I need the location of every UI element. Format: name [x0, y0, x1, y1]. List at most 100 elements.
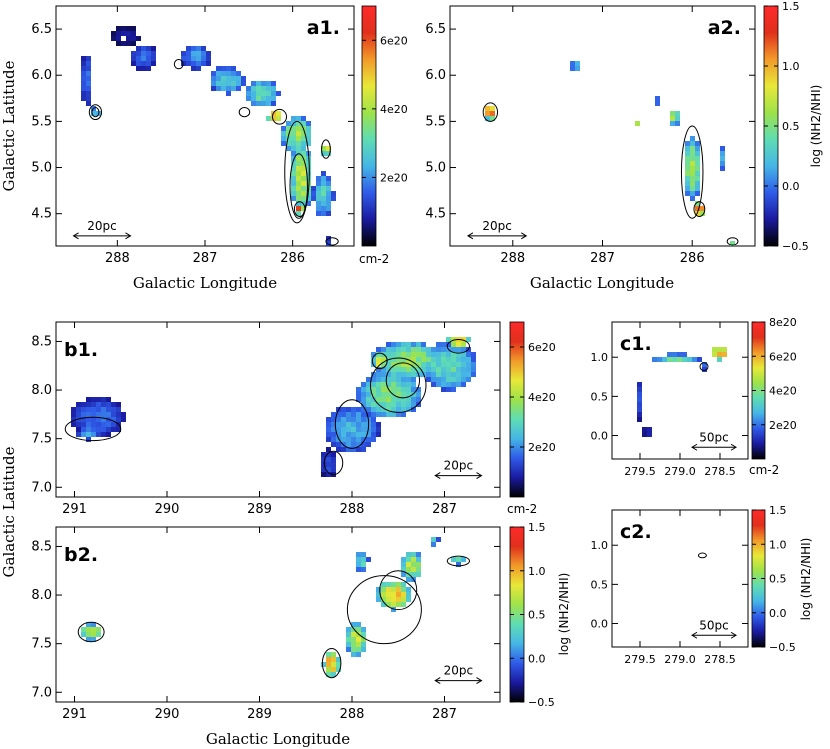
b1-heatmap-cell	[111, 412, 116, 417]
a1-heatmap-cell	[246, 86, 251, 91]
a1-heatmap-cell	[81, 56, 86, 61]
b2-xtick-label: 288	[340, 707, 365, 722]
b2-heatmap-cell	[401, 597, 406, 602]
b1-heatmap-cell	[401, 407, 406, 412]
a1-heatmap-cell	[226, 86, 231, 91]
c1-panel-title: c1.	[620, 333, 652, 355]
a1-heatmap-cell	[306, 201, 311, 206]
a2-heatmap-cell	[685, 181, 690, 186]
a1-heatmap-cell	[296, 186, 301, 191]
c1-heatmap-cell	[722, 352, 727, 357]
b1-heatmap-cell	[356, 417, 361, 422]
b1-heatmap-cell	[381, 377, 386, 382]
b1-heatmap-cell	[106, 412, 111, 417]
b1-heatmap-cell	[346, 437, 351, 442]
b2-heatmap-cell	[331, 667, 336, 672]
b2-heatmap-cell	[331, 662, 336, 667]
b1-heatmap-cell	[356, 392, 361, 397]
b1-heatmap-cell	[76, 402, 81, 407]
a2-ytick-label: 5.0	[425, 161, 446, 176]
b1-heatmap-cell	[71, 417, 76, 422]
b1-xtick-label: 289	[247, 502, 272, 517]
b1-heatmap-cell	[461, 382, 466, 387]
b2-contour	[446, 555, 470, 567]
a1-heatmap-cell	[306, 126, 311, 131]
b1-heatmap-cell	[346, 442, 351, 447]
b2-heatmap-cell	[406, 562, 411, 567]
a1-heatmap-cell	[256, 96, 261, 101]
a1-heatmap-cell	[191, 56, 196, 61]
c1-xtick-label: 278.5	[704, 465, 736, 478]
b1-heatmap-cell	[111, 427, 116, 432]
a1-heatmap-cell	[151, 46, 156, 51]
b2-heatmap-cell	[391, 587, 396, 592]
b2-colorbar-ticks: −0.5 0.0 0.5 1.0 1.5	[510, 521, 555, 709]
c1-ytick-label: 1.0	[591, 351, 609, 364]
b2-heatmap-cell	[396, 587, 401, 592]
b1-heatmap-cell	[401, 362, 406, 367]
b1-heatmap-cell	[346, 447, 351, 452]
a1-heatmap-cell	[251, 86, 256, 91]
c1-heatmap-cell	[667, 357, 672, 362]
c2-scalebar: 50pc	[691, 618, 737, 639]
b1-heatmap-cell	[451, 377, 456, 382]
b1-heatmap-cell	[371, 352, 376, 357]
b1-cbar-tick-label: 4e20	[528, 391, 556, 404]
b1-heatmap-cell	[461, 357, 466, 362]
b1-heatmap-cell	[421, 342, 426, 347]
b1-heatmap-cell	[446, 367, 451, 372]
b1-heatmap-cell	[391, 402, 396, 407]
a1-heatmap-cell	[136, 46, 141, 51]
b1-heatmap-cell	[426, 357, 431, 362]
b1-heatmap-cell	[111, 407, 116, 412]
b1-heatmap-cell	[86, 412, 91, 417]
a1-heatmap-cell	[296, 156, 301, 161]
b1-heatmap-cell	[406, 352, 411, 357]
b1-heatmap-cell	[386, 342, 391, 347]
b1-heatmap-cell	[416, 357, 421, 362]
a1-heatmap-cell	[236, 76, 241, 81]
b1-heatmap-cell	[391, 387, 396, 392]
b2-heatmap-cell	[356, 567, 361, 572]
a1-heatmap-cell	[236, 81, 241, 86]
a2-panel-title: a2.	[708, 17, 741, 39]
b1-heatmap-cell	[331, 467, 336, 472]
b-xlabel: Galactic Longitude	[206, 730, 350, 748]
b1-heatmap-cell	[396, 382, 401, 387]
a1-heatmap-cell	[301, 121, 306, 126]
b2-heatmap-cell	[361, 552, 366, 557]
a1-colorbar-unit: cm-2	[359, 252, 389, 266]
a1-heatmap-cell	[146, 51, 151, 56]
panel-c1: 279.5 279.0 278.5 0.0 0.5 1.0 c1. 50pc 2e20 4e…	[591, 316, 797, 478]
b1-heatmap-cell	[101, 397, 106, 402]
b1-heatmap-cell	[451, 372, 456, 377]
b2-heatmap-cell	[401, 602, 406, 607]
b1-heatmap-cell	[361, 387, 366, 392]
b2-heatmap-cell	[361, 632, 366, 637]
a1-heatmap-cell	[276, 111, 281, 116]
a1-heatmap-cell	[121, 26, 126, 31]
a2-xtick-label: 286	[680, 251, 705, 266]
b1-heatmap-cell	[376, 362, 381, 367]
b1-heatmap-cell	[116, 417, 121, 422]
b1-cbar-tick-label: 6e20	[528, 341, 556, 354]
a2-heatmap-cell	[690, 161, 695, 166]
a2-heatmap-cell	[700, 206, 705, 211]
b1-heatmap-cell	[86, 427, 91, 432]
b2-heatmap-cell	[361, 637, 366, 642]
b1-heatmap-cell	[331, 442, 336, 447]
b2-heatmap-cell	[96, 627, 101, 632]
a2-colorbar-label: log (NH2/NHI)	[809, 85, 823, 168]
a1-heatmap-cell	[281, 126, 286, 131]
a1-contour	[284, 120, 310, 224]
b1-heatmap-cell	[331, 412, 336, 417]
b2-heatmap-cell	[356, 642, 361, 647]
b2-heatmap-cell	[386, 597, 391, 602]
b1-heatmap-cell	[356, 397, 361, 402]
b1-heatmap-cell	[391, 377, 396, 382]
b1-heatmap-cell	[101, 422, 106, 427]
a1-heatmap-cell	[86, 61, 91, 66]
a1-heatmap-cell	[81, 81, 86, 86]
b1-heatmap-cell	[346, 412, 351, 417]
c1-scalebar-arrow-left	[691, 443, 698, 451]
